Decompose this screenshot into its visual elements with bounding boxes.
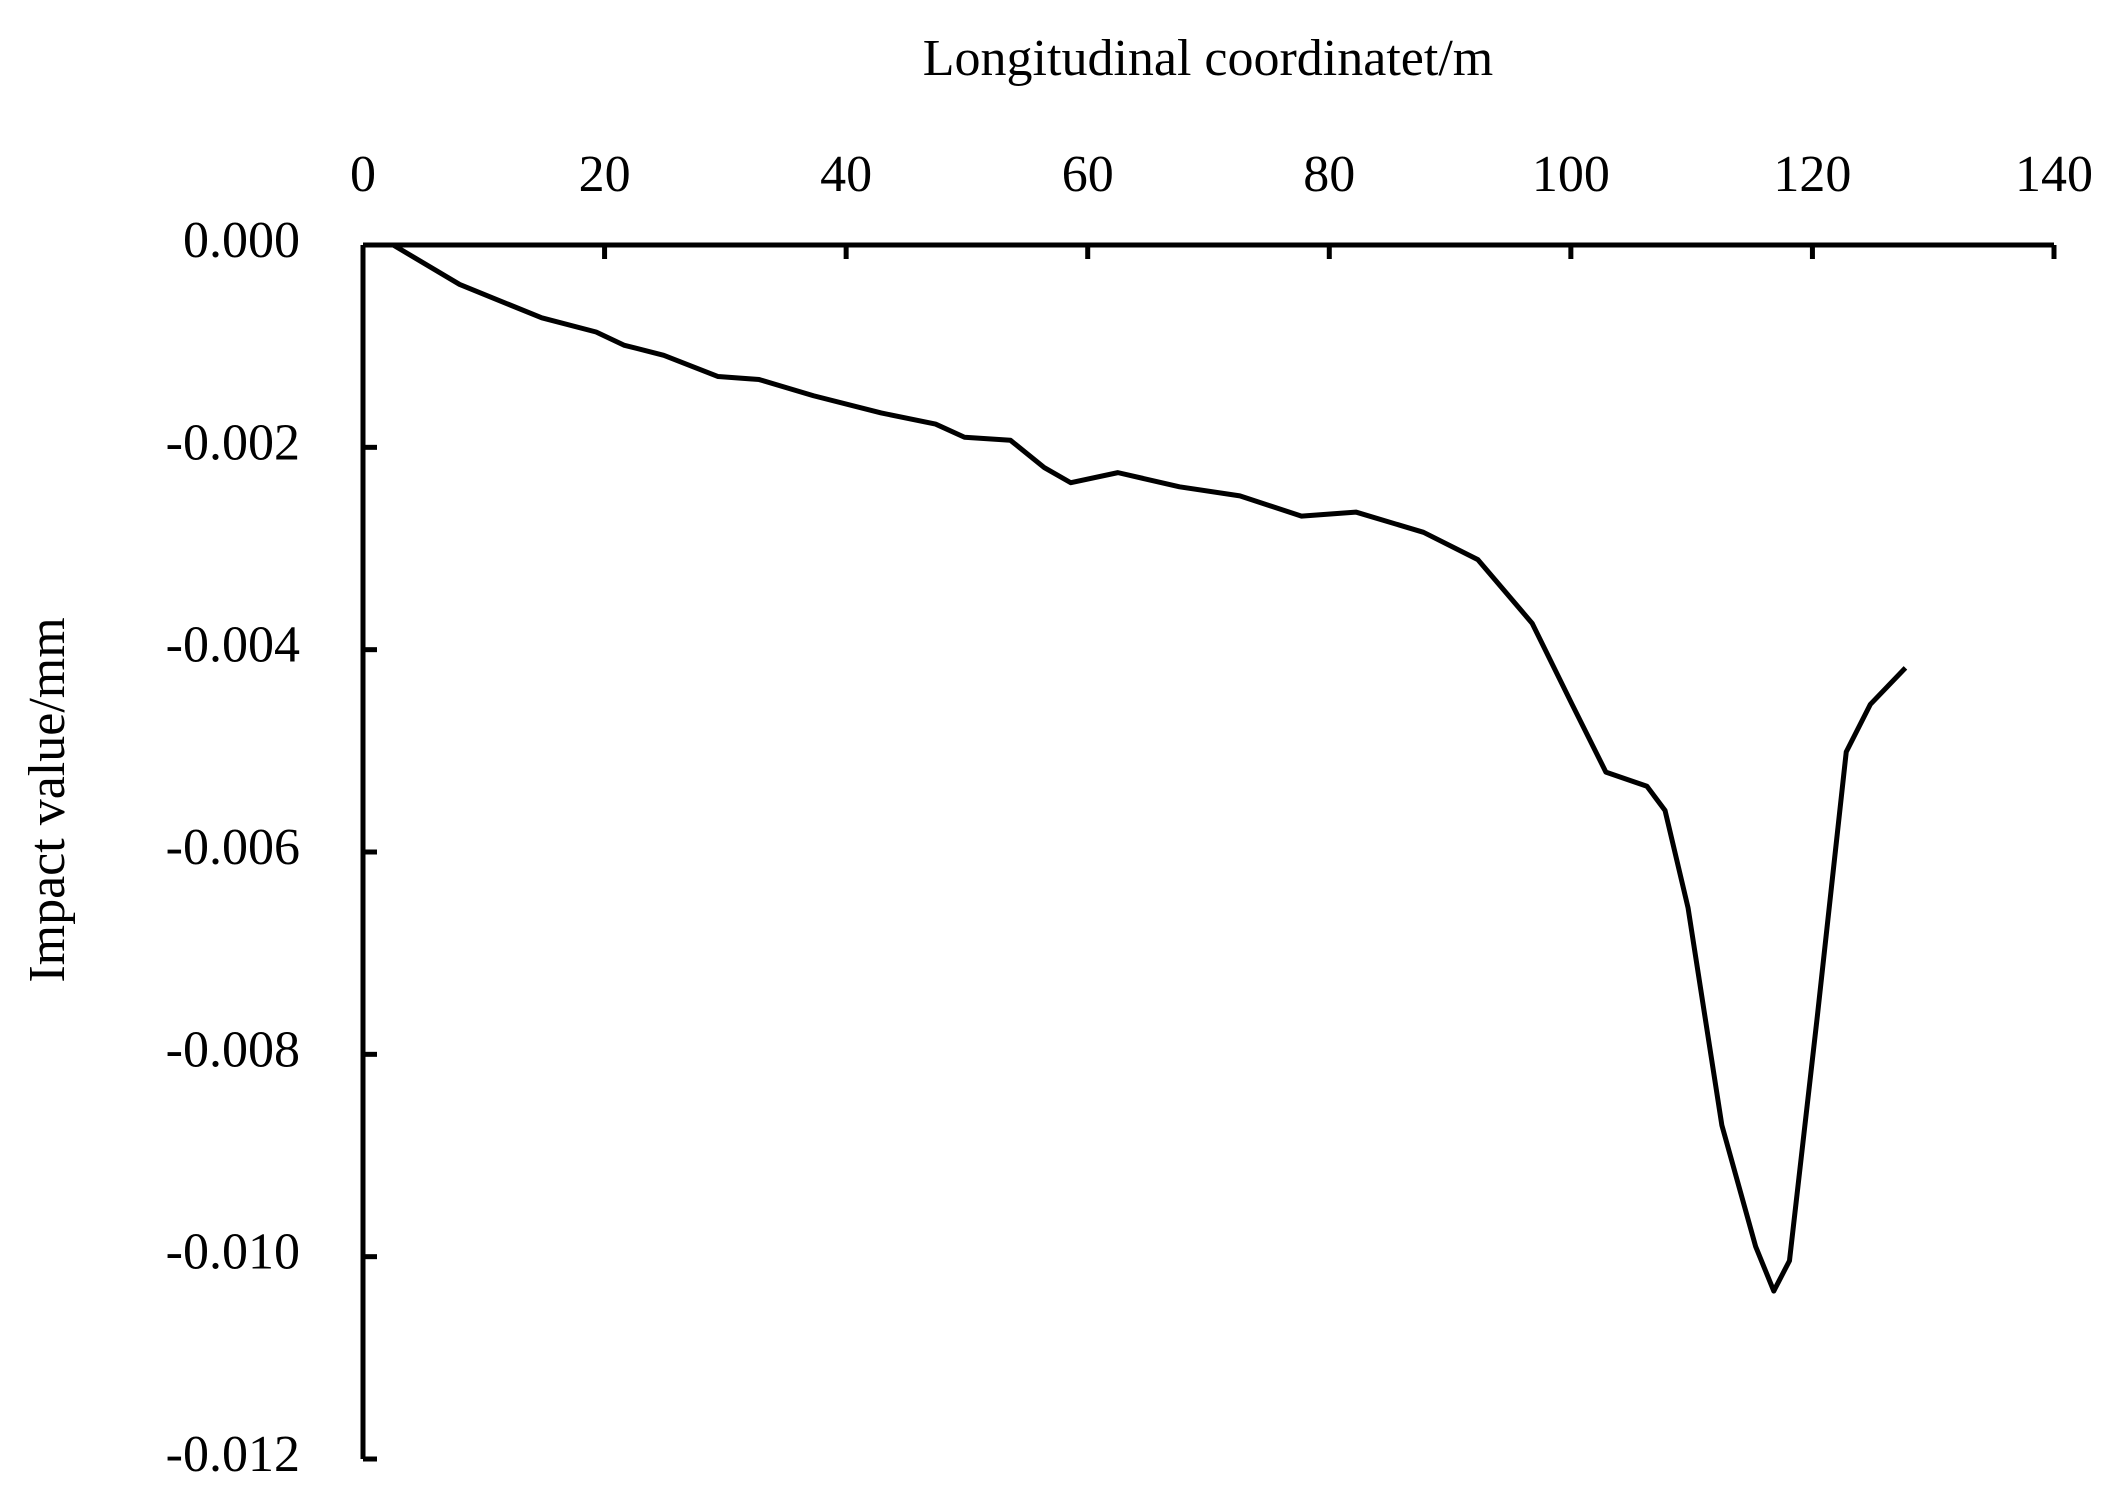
y-tick-label: -0.006 xyxy=(166,819,300,876)
x-tick-label: 120 xyxy=(1773,146,1851,203)
y-tick-label: 0.000 xyxy=(183,212,300,269)
data-line xyxy=(363,242,1908,1294)
x-tick-label: 60 xyxy=(1062,146,1114,203)
y-tick-label: -0.010 xyxy=(166,1224,300,1281)
x-tick-label: 0 xyxy=(350,146,376,203)
y-tick-label: -0.004 xyxy=(166,617,300,674)
x-tick-label: 80 xyxy=(1303,146,1355,203)
x-tick-label: 40 xyxy=(820,146,872,203)
y-axis-title: Impact value/mm xyxy=(19,617,76,982)
y-tick-label: -0.008 xyxy=(166,1021,300,1078)
y-tick-label: -0.002 xyxy=(166,414,300,471)
x-tick-label: 20 xyxy=(579,146,631,203)
x-tick-label: 100 xyxy=(1532,146,1610,203)
x-tick-label: 140 xyxy=(2015,146,2093,203)
x-axis-title: Longitudinal coordinatet/m xyxy=(923,30,1493,87)
y-tick-label: -0.012 xyxy=(166,1426,300,1483)
